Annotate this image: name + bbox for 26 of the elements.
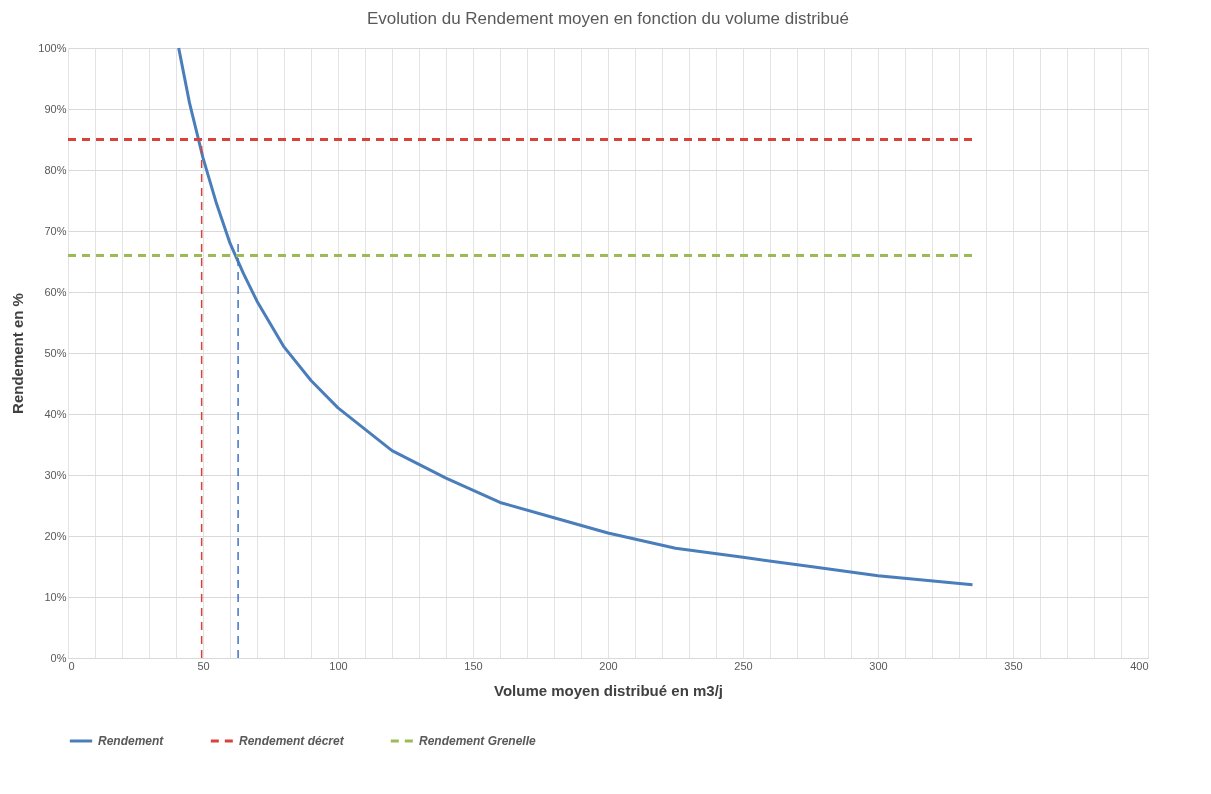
y-tick-label: 40% <box>44 407 67 420</box>
y-tick-label: 100% <box>38 41 67 54</box>
x-tick-label: 200 <box>599 659 618 672</box>
chart-title: Evolution du Rendement moyen en fonction du volume distribué <box>367 9 849 28</box>
legend-label: Rendement Grenelle <box>419 734 537 748</box>
y-tick-label: 0% <box>50 651 67 664</box>
x-tick-label: 100 <box>329 659 348 672</box>
x-tick-label: 50 <box>197 659 210 672</box>
y-tick-label: 30% <box>44 468 67 481</box>
x-tick-label: 300 <box>869 659 888 672</box>
y-tick-label: 20% <box>44 529 67 542</box>
y-tick-label: 10% <box>44 590 67 603</box>
x-tick-label: 0 <box>68 659 75 672</box>
x-tick-label: 400 <box>1130 659 1149 672</box>
x-tick-label: 250 <box>734 659 753 672</box>
x-tick-label: 150 <box>464 659 483 672</box>
y-tick-label: 70% <box>44 224 67 237</box>
x-tick-label: 350 <box>1004 659 1023 672</box>
y-tick-label: 50% <box>44 346 67 359</box>
legend-label: Rendement <box>98 734 165 748</box>
legend-label: Rendement décret <box>239 734 345 748</box>
y-tick-label: 90% <box>44 102 67 115</box>
x-axis-title: Volume moyen distribué en m3/j <box>494 681 723 699</box>
y-tick-label: 60% <box>44 285 67 298</box>
y-axis-title: Rendement en % <box>9 293 27 414</box>
y-tick-label: 80% <box>44 163 67 176</box>
